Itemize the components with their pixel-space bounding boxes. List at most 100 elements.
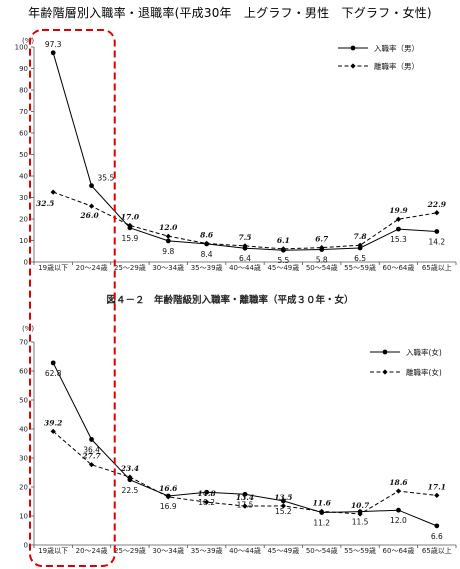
- data-point-diamond: [434, 210, 440, 216]
- data-label: 7.8: [354, 232, 368, 241]
- legend-label: 離職率(女): [406, 367, 442, 377]
- data-label: 14.8: [197, 489, 216, 498]
- data-point-diamond: [165, 494, 171, 500]
- x-tick-label: 50～54歳: [306, 263, 338, 272]
- data-label: 17.1: [428, 482, 446, 491]
- data-label: 16.6: [159, 484, 178, 493]
- data-label: 97.3: [45, 40, 62, 49]
- data-point-circle: [50, 50, 56, 56]
- x-tick-label: 65歳以上: [422, 546, 452, 555]
- data-point-circle: [396, 226, 401, 232]
- y-tick-label: 20: [19, 484, 28, 492]
- data-label: 32.5: [36, 199, 54, 208]
- data-point-diamond: [319, 508, 325, 514]
- x-tick-label: 20～24歳: [76, 263, 108, 272]
- y-tick-label: 50: [19, 397, 28, 405]
- y-unit-label: (%): [22, 325, 34, 333]
- data-label: 5.8: [316, 256, 328, 265]
- data-label: 11.6: [313, 498, 332, 507]
- data-point-circle: [434, 229, 440, 234]
- data-point-diamond: [88, 462, 95, 468]
- y-tick-label: 10: [19, 237, 28, 245]
- legend-marker-diamond: [350, 63, 356, 69]
- data-point-diamond: [88, 203, 95, 209]
- data-point-diamond: [434, 492, 440, 499]
- y-tick-label: 30: [19, 194, 28, 202]
- x-tick-label: 30～34歳: [152, 546, 184, 555]
- x-tick-label: 25～29歳: [114, 546, 146, 555]
- page-title: 年齢階層別入職率・退職率(平成30年 上グラフ・男性 下グラフ・女性): [28, 6, 432, 20]
- legend-marker-diamond: [382, 369, 388, 375]
- data-point-circle: [89, 437, 94, 442]
- data-point-circle: [280, 498, 286, 504]
- lower-chart-subtitle: 図４－２ 年齢階級別入職率・離職率（平成３０年・女）: [106, 295, 354, 306]
- data-label: 5.5: [277, 256, 289, 265]
- data-point-diamond: [242, 503, 248, 509]
- x-tick-label: 40～44歳: [229, 263, 261, 272]
- data-label: 11.5: [352, 518, 369, 527]
- data-label: 12.0: [390, 516, 407, 525]
- x-tick-label: 19歳以下: [38, 263, 68, 272]
- data-label: 6.5: [354, 254, 366, 263]
- data-point-circle: [357, 245, 363, 251]
- data-label: 36.4: [83, 445, 100, 454]
- data-point-circle: [89, 183, 94, 189]
- series-line-separation: [53, 191, 437, 250]
- data-point-diamond: [242, 243, 248, 249]
- data-label: 6.1: [277, 236, 290, 245]
- data-label: 22.9: [427, 200, 447, 209]
- data-label: 6.7: [315, 235, 329, 244]
- x-tick-label: 65歳以上: [422, 263, 452, 272]
- y-tick-label: 20: [19, 216, 28, 224]
- data-label: 14.2: [428, 237, 445, 246]
- x-tick-label: 40～44歳: [229, 546, 261, 555]
- x-tick-label: 60～64歳: [383, 546, 415, 555]
- y-tick-label: 10: [19, 513, 28, 521]
- data-label: 7.5: [238, 233, 251, 242]
- data-point-circle: [127, 477, 133, 483]
- data-label: 27.7: [81, 452, 101, 461]
- data-point-diamond: [395, 216, 402, 222]
- data-label: 18.6: [389, 478, 408, 487]
- x-tick-label: 50～54歳: [306, 546, 338, 555]
- data-label: 16.9: [160, 502, 177, 511]
- y-tick-label: 0: [24, 542, 28, 550]
- legend-label: 入職率(女): [406, 347, 442, 357]
- y-tick-label: 100: [15, 44, 28, 52]
- x-tick-label: 25～29歳: [114, 263, 146, 272]
- data-point-diamond: [127, 222, 133, 229]
- series-line-hire: [52, 52, 437, 251]
- x-tick-label: 45～49歳: [267, 263, 299, 272]
- data-label: 6.6: [431, 532, 443, 541]
- data-point-diamond: [280, 503, 286, 509]
- x-tick-label: 60～64歳: [383, 263, 415, 272]
- legend-label: 入職率（男）: [374, 43, 419, 53]
- data-point-diamond: [204, 240, 210, 247]
- data-point-diamond: [395, 488, 402, 494]
- y-tick-label: 40: [19, 426, 28, 434]
- data-point-circle: [204, 489, 210, 495]
- data-label: 15.2: [275, 507, 292, 516]
- data-point-circle: [396, 507, 401, 513]
- y-tick-label: 50: [19, 151, 28, 159]
- data-point-circle: [434, 523, 440, 529]
- y-tick-label: 70: [19, 339, 28, 347]
- x-tick-label: 19歳以下: [38, 546, 68, 555]
- data-label: 8.4: [201, 250, 213, 259]
- y-tick-label: 40: [19, 173, 28, 181]
- data-point-circle: [242, 491, 248, 497]
- y-tick-label: 60: [19, 130, 28, 138]
- data-label: 15.3: [390, 235, 407, 244]
- y-tick-label: 80: [19, 87, 28, 95]
- legend-label: 離職率（男）: [374, 61, 419, 71]
- data-label: 35.5: [98, 174, 115, 183]
- y-unit-label: (%): [22, 37, 34, 45]
- y-tick-label: 60: [19, 368, 28, 376]
- data-label: 17.0: [121, 212, 140, 221]
- data-label: 12.0: [159, 223, 178, 232]
- x-tick-label: 35～39歳: [191, 546, 223, 555]
- data-point-diamond: [50, 428, 56, 434]
- legend-marker-circle: [382, 349, 388, 355]
- data-label: 22.5: [122, 486, 139, 495]
